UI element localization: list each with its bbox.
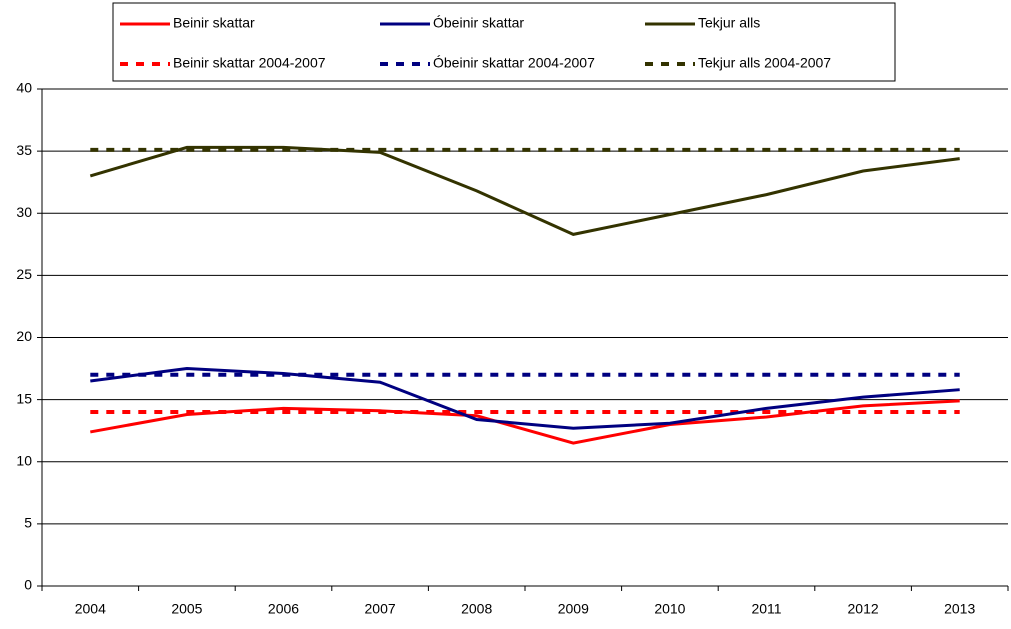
y-tick-label: 5: [24, 515, 32, 531]
y-tick-label: 25: [16, 266, 32, 282]
series-line: [90, 399, 960, 445]
series-line: [89, 145, 960, 236]
y-tick-label: 20: [16, 328, 32, 344]
x-tick-label: 2008: [461, 601, 492, 617]
y-tick-label: 15: [16, 390, 32, 406]
x-tick-label: 2011: [751, 601, 781, 617]
x-tick-label: 2009: [558, 601, 589, 617]
series-line: [90, 367, 960, 430]
y-tick-label: 35: [16, 142, 32, 158]
legend-label: Beinir skattar: [173, 15, 255, 31]
legend-box: [112, 2, 896, 82]
legend-label: Beinir skattar 2004-2007: [173, 55, 326, 71]
legend-label: Tekjur alls 2004-2007: [698, 55, 831, 71]
x-tick-label: 2005: [171, 601, 202, 617]
y-tick-label: 30: [16, 204, 32, 220]
legend-label: Tekjur alls: [698, 15, 760, 31]
legend-label: Óbeinir skattar 2004-2007: [433, 55, 595, 71]
legend-label: Óbeinir skattar: [433, 15, 524, 31]
y-tick-label: 40: [16, 80, 32, 96]
x-tick-label: 2006: [268, 601, 299, 617]
x-tick-label: 2004: [75, 601, 106, 617]
x-tick-label: 2007: [365, 601, 396, 617]
x-tick-label: 2012: [848, 601, 879, 617]
y-tick-label: 10: [16, 452, 32, 468]
x-tick-label: 2013: [944, 601, 975, 617]
y-tick-label: 0: [24, 577, 32, 593]
x-tick-label: 2010: [654, 601, 685, 617]
